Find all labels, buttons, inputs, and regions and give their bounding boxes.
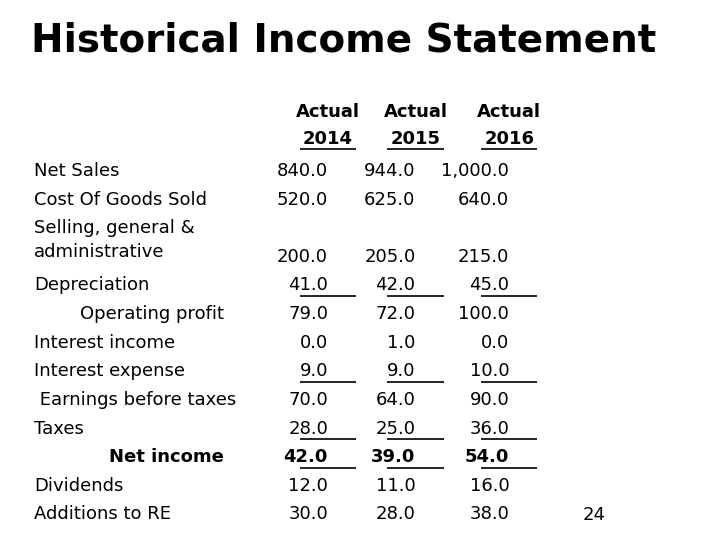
Text: 36.0: 36.0	[469, 420, 509, 437]
Text: 205.0: 205.0	[364, 248, 415, 266]
Text: 215.0: 215.0	[458, 248, 509, 266]
Text: 840.0: 840.0	[277, 162, 328, 180]
Text: 9.0: 9.0	[300, 362, 328, 380]
Text: 944.0: 944.0	[364, 162, 415, 180]
Text: 90.0: 90.0	[469, 391, 509, 409]
Text: 28.0: 28.0	[376, 505, 415, 523]
Text: Actual: Actual	[477, 103, 541, 120]
Text: Interest expense: Interest expense	[35, 362, 185, 380]
Text: Historical Income Statement: Historical Income Statement	[31, 22, 657, 59]
Text: 200.0: 200.0	[277, 248, 328, 266]
Text: Depreciation: Depreciation	[35, 276, 150, 294]
Text: 45.0: 45.0	[469, 276, 509, 294]
Text: 24: 24	[583, 506, 606, 524]
Text: Actual: Actual	[296, 103, 360, 120]
Text: 41.0: 41.0	[288, 276, 328, 294]
Text: Actual: Actual	[384, 103, 448, 120]
Text: Net income: Net income	[35, 448, 224, 466]
Text: 11.0: 11.0	[376, 477, 415, 495]
Text: 38.0: 38.0	[469, 505, 509, 523]
Text: 79.0: 79.0	[288, 305, 328, 323]
Text: 0.0: 0.0	[481, 334, 509, 352]
Text: Taxes: Taxes	[35, 420, 84, 437]
Text: 30.0: 30.0	[288, 505, 328, 523]
Text: 16.0: 16.0	[469, 477, 509, 495]
Text: Dividends: Dividends	[35, 477, 124, 495]
Text: 72.0: 72.0	[376, 305, 415, 323]
Text: 42.0: 42.0	[376, 276, 415, 294]
Text: 2014: 2014	[303, 130, 353, 147]
Text: Additions to RE: Additions to RE	[35, 505, 171, 523]
Text: 1,000.0: 1,000.0	[441, 162, 509, 180]
Text: 640.0: 640.0	[458, 191, 509, 208]
Text: 2015: 2015	[390, 130, 441, 147]
Text: Operating profit: Operating profit	[35, 305, 225, 323]
Text: 0.0: 0.0	[300, 334, 328, 352]
Text: 12.0: 12.0	[288, 477, 328, 495]
Text: 25.0: 25.0	[376, 420, 415, 437]
Text: 2016: 2016	[485, 130, 534, 147]
Text: 28.0: 28.0	[288, 420, 328, 437]
Text: 39.0: 39.0	[371, 448, 415, 466]
Text: 70.0: 70.0	[288, 391, 328, 409]
Text: Selling, general &
administrative: Selling, general & administrative	[35, 219, 195, 261]
Text: 9.0: 9.0	[387, 362, 415, 380]
Text: 10.0: 10.0	[469, 362, 509, 380]
Text: Net Sales: Net Sales	[35, 162, 120, 180]
Text: 42.0: 42.0	[284, 448, 328, 466]
Text: 64.0: 64.0	[376, 391, 415, 409]
Text: 625.0: 625.0	[364, 191, 415, 208]
Text: 54.0: 54.0	[465, 448, 509, 466]
Text: Earnings before taxes: Earnings before taxes	[35, 391, 237, 409]
Text: 100.0: 100.0	[459, 305, 509, 323]
Text: 520.0: 520.0	[276, 191, 328, 208]
Text: 1.0: 1.0	[387, 334, 415, 352]
Text: Cost Of Goods Sold: Cost Of Goods Sold	[35, 191, 207, 208]
Text: Interest income: Interest income	[35, 334, 176, 352]
